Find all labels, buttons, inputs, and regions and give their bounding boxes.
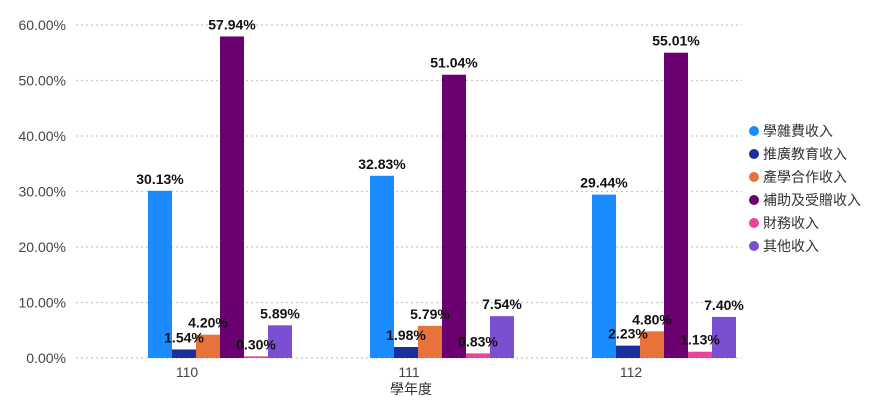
legend-marker: [749, 149, 759, 159]
legend-marker: [749, 195, 759, 205]
data-label: 55.01%: [652, 33, 700, 49]
bar: [616, 345, 640, 358]
data-label: 1.98%: [386, 327, 426, 343]
legend-marker: [749, 218, 759, 228]
bar: [640, 331, 664, 358]
data-label: 32.83%: [358, 156, 406, 172]
bar: [268, 325, 292, 358]
data-label: 7.54%: [482, 296, 522, 312]
data-label: 0.83%: [458, 333, 498, 349]
bar: [418, 325, 442, 358]
y-tick-label: 30.00%: [19, 184, 66, 200]
data-label: 7.40%: [704, 297, 744, 313]
bar: [196, 334, 220, 358]
legend-marker: [749, 172, 759, 182]
bar: [244, 356, 268, 358]
legend-label: 財務收入: [763, 216, 819, 232]
legend-marker: [749, 126, 759, 136]
data-label: 1.54%: [164, 329, 204, 345]
bar: [664, 52, 688, 359]
y-tick-label: 0.00%: [26, 350, 66, 366]
y-tick-label: 20.00%: [19, 239, 66, 255]
bar: [490, 316, 514, 358]
x-tick-label: 110: [176, 364, 199, 380]
bars: [148, 36, 736, 359]
y-tick-label: 60.00%: [19, 17, 66, 33]
bar: [220, 36, 244, 359]
x-tick-label: 111: [398, 364, 419, 380]
data-label: 5.79%: [410, 306, 450, 322]
bar: [148, 190, 172, 358]
x-tick-label: 112: [620, 364, 643, 380]
grid-lines: [76, 24, 742, 359]
bar: [688, 351, 712, 358]
y-axis-ticks: 0.00% 10.00% 20.00% 30.00% 40.00% 50.00% 60.00…: [19, 17, 66, 366]
bar: [592, 194, 616, 358]
bar: [442, 74, 466, 358]
data-label: 5.89%: [260, 305, 300, 321]
data-label: 4.20%: [188, 315, 228, 331]
y-tick-label: 10.00%: [19, 295, 66, 311]
y-tick-label: 40.00%: [19, 128, 66, 144]
bar: [394, 347, 418, 358]
data-labels: 30.13% 1.54%4.20% 57.94% 0.30% 5.89% 32.83% 1.…: [136, 16, 744, 352]
data-label: 30.13%: [136, 171, 184, 187]
bar: [466, 353, 490, 358]
bar: [712, 316, 736, 358]
data-label: 2.23%: [608, 326, 648, 342]
y-tick-label: 50.00%: [19, 73, 66, 89]
legend-label: 推廣教育收入: [763, 146, 847, 163]
data-label: 51.04%: [430, 55, 478, 71]
legend-label: 補助及受贈收入: [763, 193, 861, 209]
data-label: 4.80%: [632, 311, 672, 327]
legend-label: 學雜費收入: [763, 124, 833, 140]
data-label: 29.44%: [580, 175, 628, 191]
data-label: 1.13%: [680, 332, 720, 348]
x-axis-title: 學年度: [390, 382, 432, 398]
data-label: 0.30%: [236, 336, 276, 352]
bar: [370, 175, 394, 358]
legend-marker: [749, 241, 759, 251]
legend-label: 其他收入: [763, 239, 819, 255]
x-axis-ticks: 110 111 112: [176, 364, 643, 380]
legend-label: 產學合作收入: [763, 169, 847, 186]
data-label: 57.94%: [208, 16, 256, 32]
bar: [172, 349, 196, 358]
